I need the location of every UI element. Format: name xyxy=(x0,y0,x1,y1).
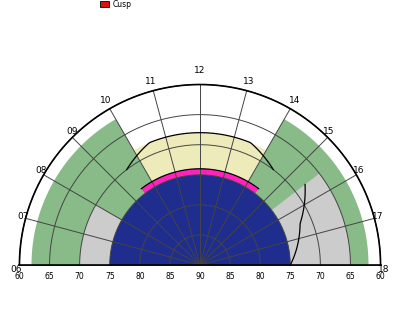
Text: 60: 60 xyxy=(376,272,386,281)
Text: 09: 09 xyxy=(66,127,78,135)
Text: 15: 15 xyxy=(322,127,334,135)
Polygon shape xyxy=(32,119,161,265)
Text: 65: 65 xyxy=(346,272,355,281)
Text: 18: 18 xyxy=(378,265,390,274)
Polygon shape xyxy=(248,173,350,265)
Text: 06: 06 xyxy=(10,265,22,274)
Legend: Polar Rain, Mantle, Cusp, LLBL, Traditional CPS, Traditional BPS, Void: Polar Rain, Mantle, Cusp, LLBL, Traditio… xyxy=(97,0,303,12)
Text: 80: 80 xyxy=(255,272,265,281)
Text: 85: 85 xyxy=(165,272,175,281)
Text: 60: 60 xyxy=(14,272,24,281)
Polygon shape xyxy=(145,175,255,208)
Text: 85: 85 xyxy=(225,272,235,281)
Text: 75: 75 xyxy=(105,272,114,281)
Text: 90: 90 xyxy=(195,272,205,281)
Text: 10: 10 xyxy=(100,96,111,105)
Text: 13: 13 xyxy=(243,77,255,86)
Text: 65: 65 xyxy=(45,272,54,281)
Polygon shape xyxy=(168,181,232,209)
Polygon shape xyxy=(134,133,266,234)
Text: 07: 07 xyxy=(17,212,28,221)
Text: 14: 14 xyxy=(289,96,300,105)
Text: 17: 17 xyxy=(372,212,383,221)
Text: 70: 70 xyxy=(316,272,325,281)
Text: 08: 08 xyxy=(36,166,47,175)
Polygon shape xyxy=(218,150,322,251)
Polygon shape xyxy=(78,150,182,251)
Polygon shape xyxy=(80,205,122,265)
Polygon shape xyxy=(141,169,259,217)
Text: 80: 80 xyxy=(135,272,145,281)
Polygon shape xyxy=(110,175,290,265)
Polygon shape xyxy=(239,119,368,265)
Text: 11: 11 xyxy=(145,77,157,86)
Text: 16: 16 xyxy=(353,166,364,175)
Text: 75: 75 xyxy=(286,272,295,281)
Text: 12: 12 xyxy=(194,66,206,76)
Text: 70: 70 xyxy=(75,272,84,281)
